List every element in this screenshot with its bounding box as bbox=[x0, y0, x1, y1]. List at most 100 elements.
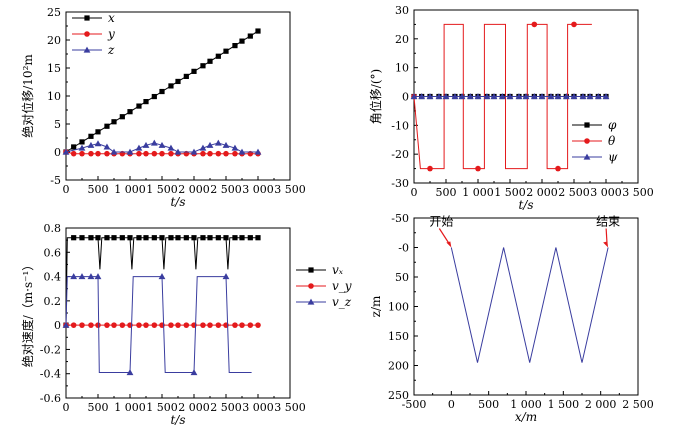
data-point bbox=[451, 93, 459, 100]
data-point bbox=[136, 150, 142, 157]
y-tick-label: 15 bbox=[47, 62, 61, 75]
data-point bbox=[183, 73, 189, 79]
legend-label: y bbox=[107, 27, 115, 41]
data-point bbox=[247, 33, 253, 39]
y-tick-label: 100 bbox=[388, 301, 409, 314]
y-axis-label: 绝对位移/10²m bbox=[20, 54, 35, 138]
chart-panel-4: -500 0 500 1 000 1 500 2 000 2 500 -50 -0 50 100 15… bbox=[369, 212, 654, 424]
y-tick-label: -0.4 bbox=[40, 368, 61, 381]
legend-label: x bbox=[108, 11, 115, 25]
chart-panel-3: 0 500 1 000 1 500 2 000 2 500 3 000 3 500 -0.6 -0… bbox=[20, 222, 352, 427]
data-point bbox=[71, 235, 77, 241]
y-tick-label: 5 bbox=[54, 118, 61, 131]
data-point bbox=[136, 235, 142, 241]
x-tick-label: 1 500 bbox=[548, 398, 580, 411]
series-2 bbox=[63, 322, 261, 328]
data-point bbox=[206, 141, 214, 148]
data-point bbox=[168, 322, 174, 328]
data-point bbox=[183, 322, 190, 328]
y-tick-label: 10 bbox=[395, 62, 409, 75]
data-point bbox=[579, 93, 587, 100]
data-point bbox=[151, 322, 158, 328]
legend-marker bbox=[584, 122, 590, 128]
data-point bbox=[87, 141, 95, 148]
legend-label: vₓ bbox=[332, 263, 344, 277]
x-tick-label: 500 bbox=[88, 401, 109, 414]
data-point bbox=[104, 235, 110, 241]
data-point bbox=[159, 235, 165, 241]
data-point bbox=[522, 93, 530, 100]
legend-marker bbox=[308, 283, 314, 289]
data-point bbox=[247, 235, 253, 241]
data-point bbox=[255, 322, 261, 328]
y-tick-label: -0.6 bbox=[40, 392, 61, 405]
data-point bbox=[62, 321, 70, 328]
data-point bbox=[222, 141, 230, 148]
data-point bbox=[207, 322, 213, 328]
legend-label: v_z bbox=[332, 295, 352, 309]
series-line bbox=[65, 237, 258, 326]
legend-label: ψ bbox=[608, 150, 618, 164]
data-point bbox=[88, 133, 94, 139]
data-point bbox=[515, 93, 523, 100]
data-point bbox=[95, 322, 101, 328]
data-point bbox=[87, 273, 95, 280]
data-point bbox=[238, 148, 246, 155]
y-tick-label: 250 bbox=[388, 389, 409, 402]
series-3 bbox=[410, 93, 610, 100]
annotation-arrowhead bbox=[603, 241, 609, 248]
data-point bbox=[126, 369, 134, 376]
series-2 bbox=[411, 21, 592, 172]
y-tick-label: 30 bbox=[395, 4, 409, 17]
data-point bbox=[490, 93, 498, 100]
series-1 bbox=[450, 247, 609, 363]
data-point bbox=[70, 322, 77, 328]
chart-panel-1: 0 500 1 000 1 500 2 000 2 500 3 000 3 500-50510… bbox=[20, 6, 306, 209]
x-tick-label: 1 000 bbox=[510, 398, 542, 411]
data-point bbox=[207, 235, 213, 241]
data-point bbox=[127, 235, 133, 241]
data-point bbox=[191, 68, 197, 74]
legend-marker bbox=[584, 138, 590, 144]
annotation-label: 开始 bbox=[429, 215, 453, 229]
data-point bbox=[200, 150, 206, 157]
x-axis-label: t/s bbox=[170, 413, 185, 427]
data-point bbox=[255, 235, 261, 241]
y-axis-label: 角位移/(°) bbox=[368, 69, 383, 124]
data-point bbox=[562, 93, 570, 100]
y-axis-label: 绝对速度/（m·s⁻¹） bbox=[20, 259, 35, 368]
y-tick-label: -10 bbox=[391, 119, 409, 132]
data-point bbox=[175, 78, 181, 85]
data-point bbox=[103, 143, 111, 150]
data-point bbox=[94, 140, 102, 147]
data-point bbox=[239, 235, 245, 241]
data-point bbox=[111, 322, 117, 328]
x-tick-label: 0 bbox=[63, 183, 70, 196]
annotation-arrowhead bbox=[446, 241, 452, 248]
x-axis-label: t/s bbox=[518, 198, 533, 212]
data-point bbox=[239, 322, 245, 328]
y-tick-label: 0 bbox=[402, 91, 409, 104]
data-point bbox=[88, 150, 94, 157]
data-point bbox=[104, 123, 110, 129]
data-point bbox=[571, 21, 577, 28]
data-point bbox=[215, 235, 221, 241]
data-point bbox=[110, 148, 118, 155]
data-point bbox=[119, 114, 125, 120]
x-tick-label: 2 000 bbox=[585, 398, 617, 411]
x-tick-label: 3 500 bbox=[622, 186, 654, 199]
data-point bbox=[127, 109, 133, 115]
y-tick-label: 0.4 bbox=[44, 271, 62, 284]
data-point bbox=[167, 144, 175, 151]
data-point bbox=[191, 235, 197, 241]
data-point bbox=[538, 93, 546, 100]
data-point bbox=[254, 148, 262, 155]
legend-marker bbox=[308, 267, 314, 273]
data-point bbox=[215, 53, 221, 59]
y-tick-label: 150 bbox=[388, 330, 409, 343]
data-point bbox=[79, 235, 85, 241]
data-point bbox=[168, 235, 174, 241]
data-point bbox=[79, 139, 85, 145]
y-tick-label: -30 bbox=[391, 177, 409, 190]
data-point bbox=[215, 322, 222, 328]
